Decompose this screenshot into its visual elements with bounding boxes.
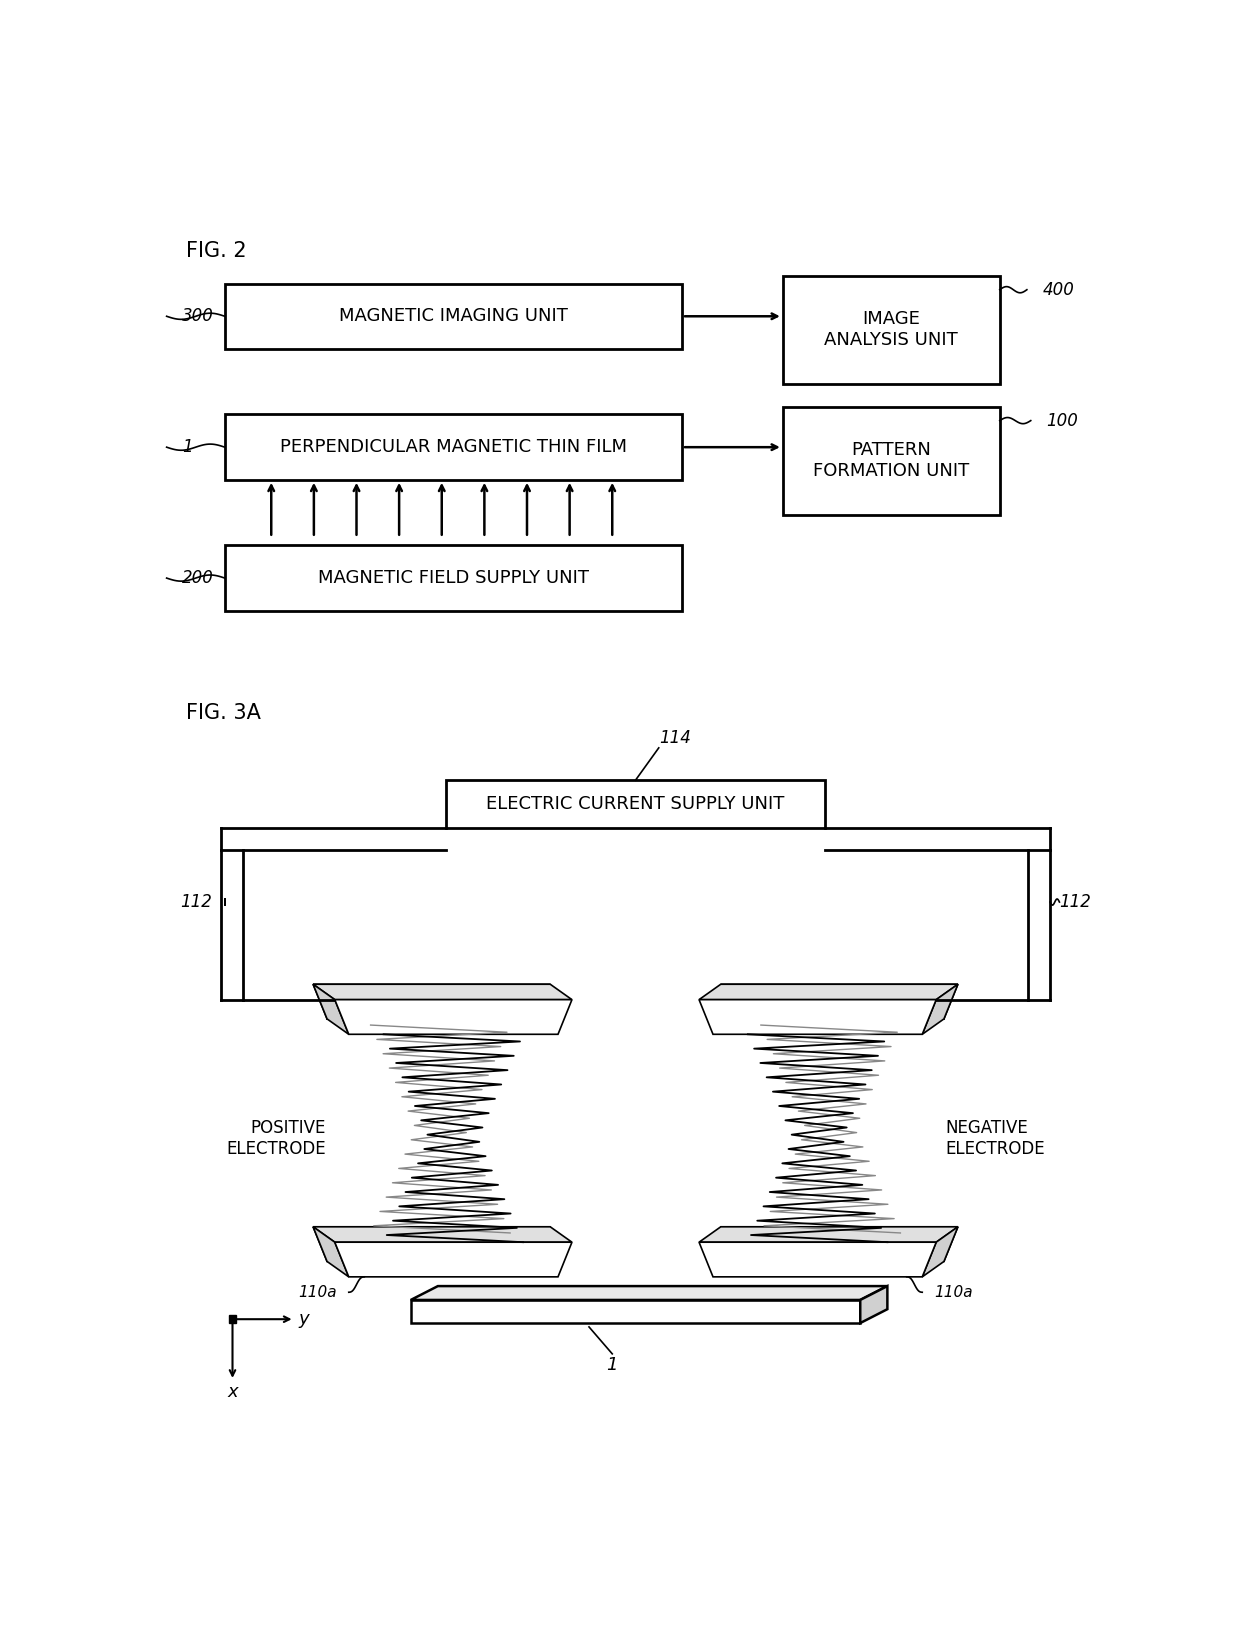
Polygon shape — [923, 1227, 957, 1277]
Text: MAGNETIC IMAGING UNIT: MAGNETIC IMAGING UNIT — [339, 307, 568, 325]
Text: MAGNETIC FIELD SUPPLY UNIT: MAGNETIC FIELD SUPPLY UNIT — [317, 569, 589, 587]
Polygon shape — [335, 1242, 572, 1277]
Text: PERPENDICULAR MAGNETIC THIN FILM: PERPENDICULAR MAGNETIC THIN FILM — [280, 439, 627, 457]
Text: 110a: 110a — [934, 1285, 972, 1300]
Bar — [224, 546, 682, 611]
Polygon shape — [699, 1227, 957, 1242]
Text: FIG. 3A: FIG. 3A — [186, 704, 260, 723]
Text: x: x — [227, 1383, 238, 1401]
Polygon shape — [410, 1285, 888, 1300]
Text: NEGATIVE
ELECTRODE: NEGATIVE ELECTRODE — [945, 1120, 1045, 1157]
Polygon shape — [720, 985, 957, 1019]
Polygon shape — [923, 985, 957, 1034]
Text: 100: 100 — [1047, 411, 1078, 429]
Polygon shape — [312, 1227, 572, 1242]
Text: 110a: 110a — [299, 1285, 337, 1300]
Text: 112: 112 — [1059, 894, 1091, 912]
Polygon shape — [861, 1285, 888, 1323]
Text: POSITIVE
ELECTRODE: POSITIVE ELECTRODE — [226, 1120, 325, 1157]
Polygon shape — [699, 999, 936, 1034]
Polygon shape — [312, 1227, 348, 1277]
Polygon shape — [720, 1227, 957, 1261]
Text: 112: 112 — [180, 894, 212, 912]
Bar — [445, 780, 826, 829]
Text: 400: 400 — [1043, 281, 1074, 299]
Text: y: y — [299, 1310, 309, 1328]
Text: PATTERN
FORMATION UNIT: PATTERN FORMATION UNIT — [813, 442, 970, 479]
Polygon shape — [335, 999, 572, 1034]
Text: 1: 1 — [606, 1357, 618, 1375]
Bar — [224, 283, 682, 349]
Polygon shape — [699, 985, 957, 999]
Bar — [782, 276, 999, 383]
Text: IMAGE
ANALYSIS UNIT: IMAGE ANALYSIS UNIT — [825, 310, 959, 349]
Text: ELECTRIC CURRENT SUPPLY UNIT: ELECTRIC CURRENT SUPPLY UNIT — [486, 795, 785, 812]
Text: 300: 300 — [182, 307, 215, 325]
Polygon shape — [312, 1227, 551, 1261]
Bar — [782, 406, 999, 515]
Bar — [228, 1315, 237, 1323]
Polygon shape — [312, 985, 551, 1019]
Polygon shape — [312, 985, 572, 999]
Polygon shape — [699, 1242, 936, 1277]
Text: 114: 114 — [658, 730, 691, 748]
Bar — [224, 414, 682, 479]
Bar — [410, 1300, 861, 1323]
Polygon shape — [312, 985, 348, 1034]
Text: FIG. 2: FIG. 2 — [186, 240, 247, 262]
Text: 200: 200 — [182, 569, 215, 587]
Text: 1: 1 — [182, 439, 192, 457]
